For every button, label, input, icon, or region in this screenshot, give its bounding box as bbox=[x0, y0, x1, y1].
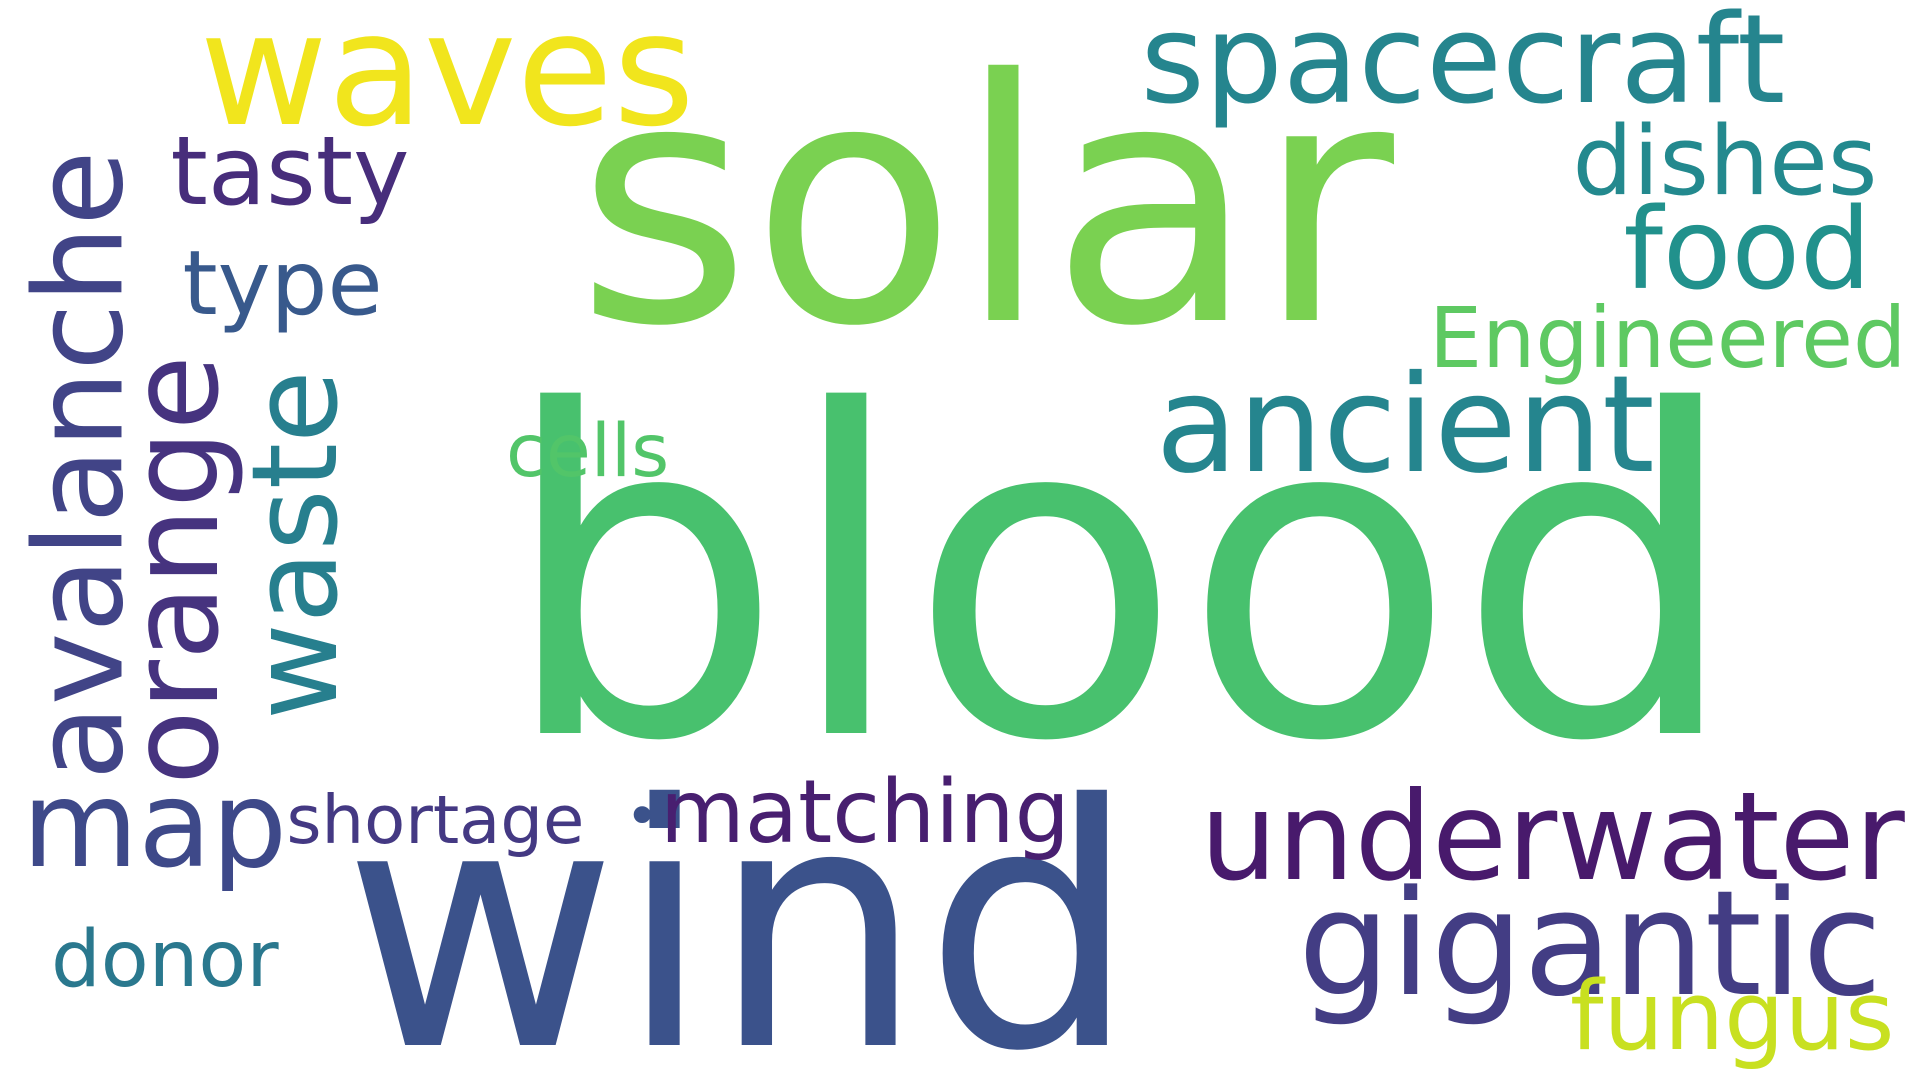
word-waves: waves bbox=[199, 0, 695, 161]
word-matching: matching bbox=[660, 761, 1070, 863]
word-engineered: Engineered bbox=[1429, 288, 1907, 387]
word-map: map bbox=[22, 755, 288, 895]
word-cells: cells bbox=[506, 409, 670, 494]
word-dot: • bbox=[625, 782, 660, 850]
word-spacecraft: spacecraft bbox=[1140, 0, 1786, 132]
word-orange: orange bbox=[103, 355, 246, 786]
word-waste: waste bbox=[225, 370, 364, 721]
word-food: food bbox=[1623, 185, 1872, 315]
word-ancient: ancient bbox=[1155, 346, 1655, 503]
word-blood: blood bbox=[499, 317, 1741, 839]
word-gigantic: gigantic bbox=[1298, 860, 1883, 1029]
word-dishes: dishes bbox=[1572, 107, 1878, 217]
word-underwater: underwater bbox=[1200, 765, 1905, 908]
word-wind: wind bbox=[343, 734, 1138, 1080]
word-tasty: tasty bbox=[170, 117, 410, 227]
word-shortage: shortage bbox=[286, 780, 585, 859]
word-solar: solar bbox=[576, 9, 1395, 400]
word-fungus: fungus bbox=[1570, 962, 1895, 1072]
word-type: type bbox=[182, 232, 383, 336]
word-donor: donor bbox=[51, 914, 279, 1005]
